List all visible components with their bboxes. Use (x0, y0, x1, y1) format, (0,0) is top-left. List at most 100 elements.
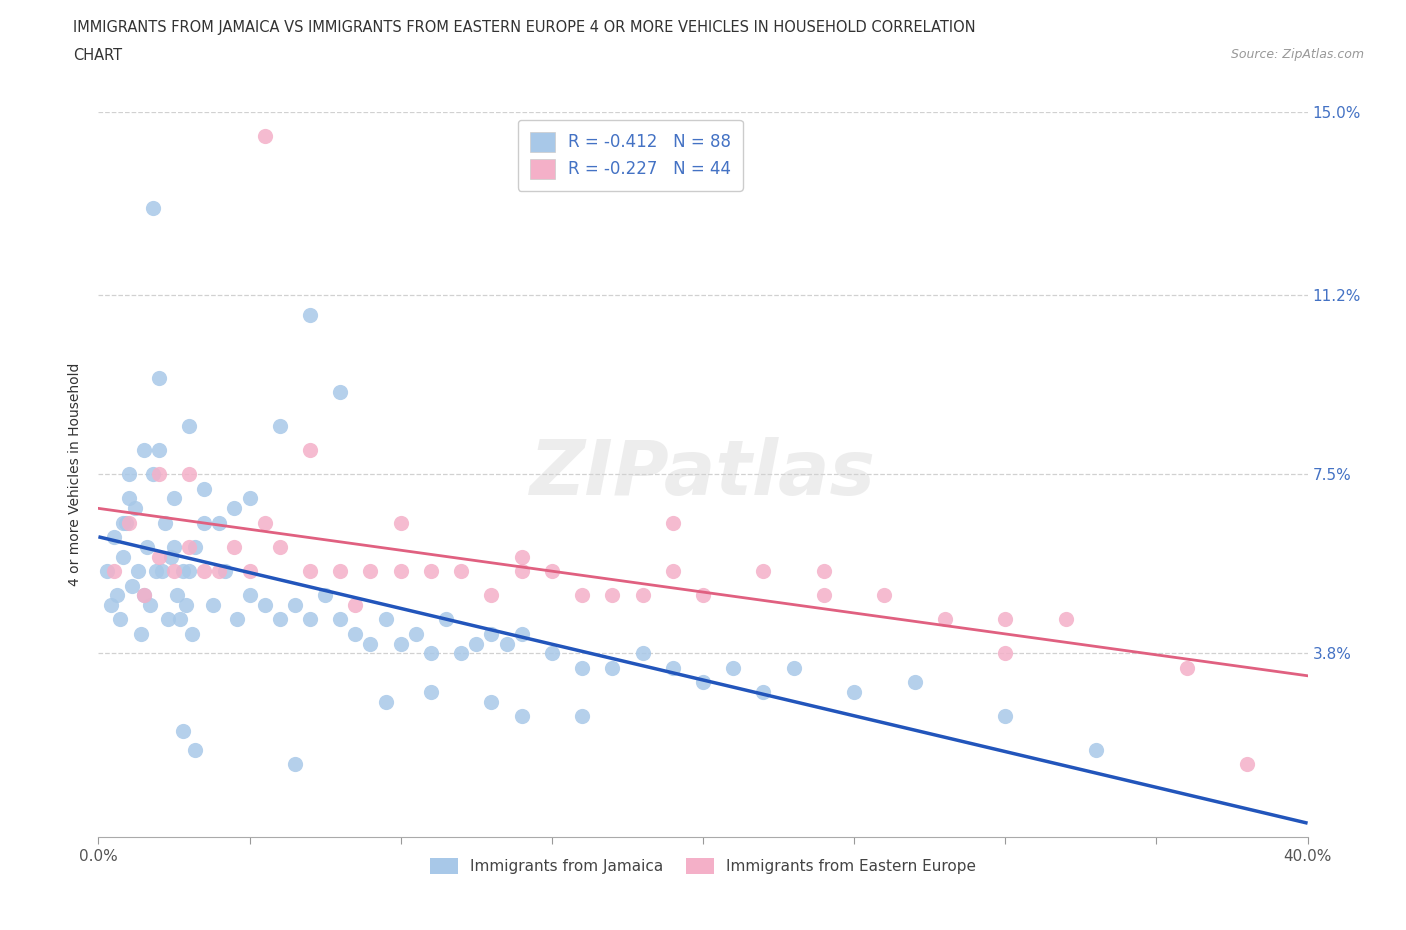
Point (269, 418, 291, 433)
Point (1236, 757, 1258, 772)
Point (118, 491, 141, 506)
Point (344, 627, 367, 642)
Point (602, 588, 624, 603)
Y-axis label: 4 or more Vehicles in Household: 4 or more Vehicles in Household (69, 363, 83, 586)
Point (631, 588, 654, 603)
Point (103, 564, 125, 578)
Point (752, 564, 775, 578)
Point (163, 564, 186, 578)
Point (571, 660, 593, 675)
Point (344, 597, 367, 612)
Point (156, 612, 179, 627)
Point (1054, 612, 1077, 627)
Point (299, 443, 322, 458)
Point (108, 612, 131, 627)
Point (450, 645, 472, 660)
Point (269, 612, 291, 627)
Point (179, 564, 201, 578)
Point (111, 549, 134, 564)
Point (723, 660, 745, 675)
Point (142, 467, 165, 482)
Point (166, 588, 188, 603)
Point (420, 684, 443, 699)
Point (571, 709, 593, 724)
Point (160, 549, 183, 564)
Point (163, 539, 186, 554)
Point (174, 597, 197, 612)
Point (510, 564, 533, 578)
Point (329, 385, 352, 400)
Point (631, 645, 654, 660)
Point (374, 694, 396, 709)
Point (114, 515, 136, 530)
Text: IMMIGRANTS FROM JAMAICA VS IMMIGRANTS FROM EASTERN EUROPE 4 OR MORE VEHICLES IN : IMMIGRANTS FROM JAMAICA VS IMMIGRANTS FR… (73, 20, 976, 35)
Point (239, 588, 262, 603)
Text: ZIPatlas: ZIPatlas (530, 437, 876, 512)
Point (224, 500, 246, 515)
Point (179, 418, 201, 433)
Point (752, 684, 775, 699)
Point (692, 675, 714, 690)
Point (124, 500, 146, 515)
Point (214, 564, 236, 578)
Point (179, 467, 201, 482)
Point (994, 709, 1017, 724)
Point (111, 515, 134, 530)
Point (105, 588, 128, 603)
Point (148, 549, 170, 564)
Point (994, 612, 1017, 627)
Point (661, 564, 683, 578)
Point (181, 627, 204, 642)
Point (269, 539, 291, 554)
Point (360, 564, 382, 578)
Point (193, 482, 215, 497)
Point (465, 636, 488, 651)
Point (132, 443, 155, 458)
Point (510, 709, 533, 724)
Point (540, 564, 562, 578)
Point (179, 539, 201, 554)
Point (103, 530, 125, 545)
Point (148, 443, 170, 458)
Point (299, 612, 322, 627)
Point (1085, 742, 1108, 757)
Point (481, 588, 503, 603)
Point (208, 515, 231, 530)
Point (299, 564, 322, 578)
Point (661, 515, 683, 530)
Point (934, 612, 956, 627)
Point (420, 564, 443, 578)
Point (121, 578, 143, 593)
Point (253, 128, 276, 143)
Point (253, 597, 276, 612)
Point (118, 515, 141, 530)
Text: CHART: CHART (73, 48, 122, 63)
Point (299, 307, 322, 322)
Point (481, 627, 503, 642)
Point (172, 724, 194, 738)
Point (253, 515, 276, 530)
Point (184, 539, 207, 554)
Point (224, 539, 246, 554)
Point (994, 645, 1017, 660)
Point (129, 627, 152, 642)
Point (420, 645, 443, 660)
Point (127, 564, 149, 578)
Point (389, 636, 412, 651)
Point (540, 645, 562, 660)
Point (510, 549, 533, 564)
Point (405, 627, 427, 642)
Point (510, 627, 533, 642)
Point (202, 597, 225, 612)
Point (148, 370, 170, 385)
Point (132, 588, 155, 603)
Point (873, 588, 896, 603)
Point (226, 612, 249, 627)
Point (193, 515, 215, 530)
Point (434, 612, 457, 627)
Point (481, 694, 503, 709)
Point (1175, 660, 1198, 675)
Point (239, 564, 262, 578)
Point (163, 491, 186, 506)
Point (602, 660, 624, 675)
